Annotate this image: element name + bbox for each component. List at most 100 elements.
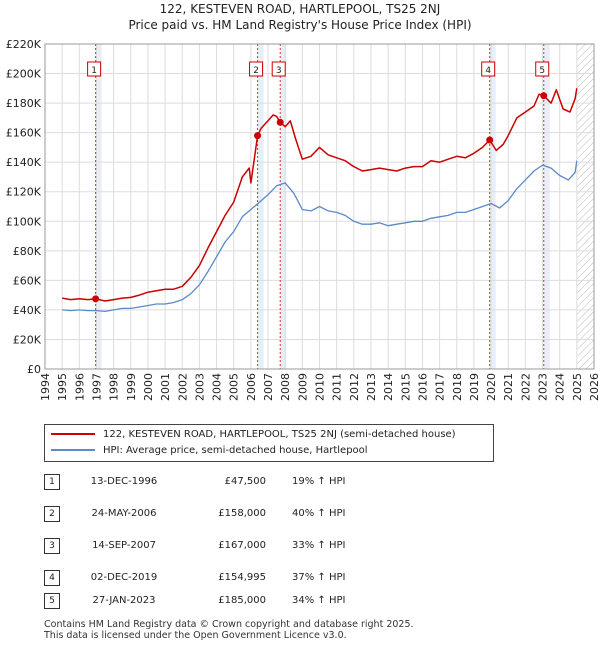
sale-point [92,295,100,303]
y-tick-label: £160K [6,127,42,140]
future-hatch-area [576,44,594,369]
plot-frame [44,43,595,370]
series-line-property [62,88,578,302]
transaction-number: 4 [44,570,60,586]
legend-label-property: 122, KESTEVEN ROAD, HARTLEPOOL, TS25 2NJ… [103,429,456,440]
x-tick-label: 2017 [434,373,447,401]
transaction-number: 3 [44,538,60,554]
transaction-price: £167,000 [218,540,266,551]
x-tick-label: 2024 [554,373,567,401]
x-tick-label: 2019 [468,373,481,401]
transaction-number: 1 [44,474,60,490]
footer-licence: This data is licensed under the Open Gov… [44,630,347,641]
y-tick-label: £140K [6,156,42,169]
y-tick-label: £100K [6,215,42,228]
y-tick-label: £20K [13,333,42,346]
x-tick-label: 2003 [193,373,206,401]
transaction-price: £158,000 [218,508,266,519]
x-tick-label: 2007 [262,373,275,401]
x-tick-label: 2026 [588,373,600,401]
sale-band [543,44,550,369]
series-line-hpi [62,160,578,313]
transaction-number: 5 [44,593,60,609]
sale-band [95,44,102,369]
x-tick-label: 2023 [537,373,550,401]
sale-label: 3 [276,66,282,76]
x-tick-label: 2013 [365,373,378,401]
x-tick-label: 2008 [279,373,292,401]
sale-point [540,92,548,100]
x-tick-label: 2016 [416,373,429,401]
x-tick-label: 2025 [571,373,584,401]
legend-item-hpi: HPI: Average price, semi-detached house,… [51,443,368,459]
legend-swatch-hpi [51,449,95,451]
x-tick-label: 2020 [485,373,498,401]
x-tick-label: 2021 [502,373,515,401]
legend-label-hpi: HPI: Average price, semi-detached house,… [103,445,368,456]
sale-label: 5 [539,66,545,76]
transaction-price: £47,500 [224,476,266,487]
x-tick-label: 2009 [296,373,309,401]
sale-label-box [271,61,286,77]
sale-label-box [249,61,264,77]
y-tick-label: £40K [13,304,42,317]
x-tick-label: 1997 [90,373,103,401]
transaction-date: 14-SEP-2007 [92,540,156,551]
x-tick-label: 1999 [125,373,138,401]
transaction-hpi-change: 37% ↑ HPI [292,572,346,583]
sale-point [254,132,262,140]
sale-band [489,44,496,369]
transaction-price: £185,000 [218,595,266,606]
chart-legend: 122, KESTEVEN ROAD, HARTLEPOOL, TS25 2NJ… [44,424,494,462]
x-tick-label: 2010 [314,373,327,401]
sale-band [257,44,264,369]
transaction-price: £154,995 [218,572,266,583]
transaction-hpi-change: 33% ↑ HPI [292,540,346,551]
chart-title: 122, KESTEVEN ROAD, HARTLEPOOL, TS25 2NJ [159,2,441,16]
x-tick-label: 1998 [108,373,121,401]
x-tick-label: 2006 [245,373,258,401]
x-tick-label: 2005 [228,373,241,401]
x-tick-label: 2012 [348,373,361,401]
transaction-hpi-change: 19% ↑ HPI [292,476,346,487]
y-tick-label: £220K [6,38,42,51]
x-tick-label: 1996 [73,373,86,401]
transaction-hpi-change: 40% ↑ HPI [292,508,346,519]
transaction-date: 13-DEC-1996 [90,476,158,487]
sale-band [280,44,287,369]
transaction-date: 24-MAY-2006 [91,508,157,519]
sale-point [276,118,284,126]
x-tick-label: 1994 [39,373,52,401]
x-tick-label: 2014 [382,373,395,401]
chart-subtitle: Price paid vs. HM Land Registry's House … [128,18,472,32]
sale-label: 2 [253,66,259,76]
x-tick-label: 2015 [399,373,412,401]
y-tick-label: £60K [13,274,42,287]
price-chart: 1 2 3 4 5 £0 £20K £40K £60K £80K £100K £120K £140K £1… [6,38,600,401]
x-tick-label: 2000 [142,373,155,401]
sale-point [486,136,494,144]
x-tick-label: 2002 [176,373,189,401]
sale-label: 4 [485,66,491,76]
y-tick-label: £80K [13,245,42,258]
x-tick-label: 2022 [519,373,532,401]
footer-copyright: Contains HM Land Registry data © Crown c… [44,619,414,630]
sale-label-box [87,61,102,77]
x-tick-label: 2004 [211,373,224,401]
footer-notice: Contains HM Land Registry data © Crown c… [44,619,414,641]
x-tick-label: 2001 [159,373,172,401]
y-tick-label: £120K [6,186,42,199]
y-tick-label: £0 [27,363,41,376]
transaction-hpi-change: 34% ↑ HPI [292,595,346,606]
sale-label-box [481,61,496,77]
y-tick-label: £180K [6,97,42,110]
legend-swatch-property [51,433,95,435]
sale-label-box [535,61,550,77]
x-tick-label: 1995 [56,373,69,401]
legend-item-property: 122, KESTEVEN ROAD, HARTLEPOOL, TS25 2NJ… [51,427,456,443]
transaction-number: 2 [44,506,60,522]
x-tick-label: 2011 [331,373,344,401]
transaction-date: 27-JAN-2023 [92,595,156,606]
y-tick-label: £200K [6,68,42,81]
sale-label: 1 [91,66,97,76]
